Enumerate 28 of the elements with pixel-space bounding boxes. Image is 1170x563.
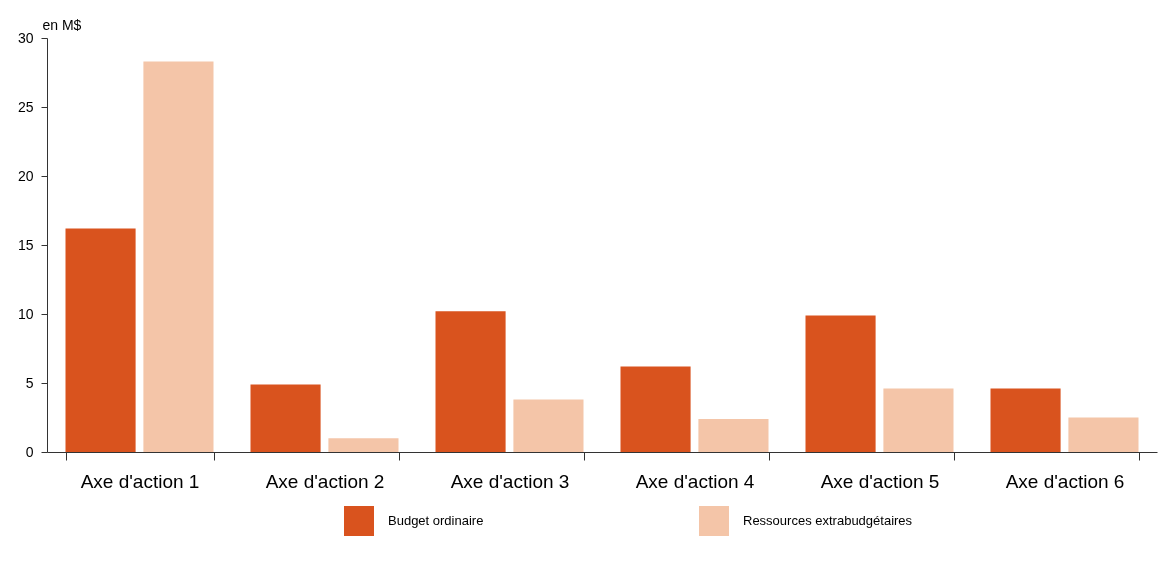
bar bbox=[513, 399, 584, 452]
y-axis-title: en M$ bbox=[42, 16, 82, 33]
bar bbox=[65, 228, 136, 452]
legend-label: Ressources extrabudgétaires bbox=[743, 513, 913, 528]
bar bbox=[883, 388, 954, 452]
bar bbox=[805, 315, 876, 452]
y-tick-label: 30 bbox=[17, 29, 34, 46]
y-tick-label: 20 bbox=[17, 167, 34, 184]
y-tick-label: 15 bbox=[17, 236, 34, 253]
bar bbox=[1068, 417, 1139, 452]
x-tick-label: Axe d'action 3 bbox=[450, 470, 570, 492]
bar bbox=[990, 388, 1061, 452]
x-tick-label: Axe d'action 5 bbox=[820, 470, 940, 492]
x-tick-label: Axe d'action 2 bbox=[265, 470, 385, 492]
bar bbox=[698, 418, 769, 452]
y-tick-label: 25 bbox=[17, 98, 34, 115]
bar bbox=[250, 384, 321, 452]
bar bbox=[143, 61, 214, 452]
legend-label: Budget ordinaire bbox=[388, 513, 484, 528]
x-tick-label: Axe d'action 6 bbox=[1005, 470, 1125, 492]
y-tick-label: 0 bbox=[25, 443, 34, 460]
x-tick-label: Axe d'action 1 bbox=[80, 470, 200, 492]
bar bbox=[435, 311, 506, 452]
bar bbox=[328, 438, 399, 452]
x-tick-label: Axe d'action 4 bbox=[635, 470, 755, 492]
y-tick-label: 10 bbox=[17, 305, 34, 322]
y-tick-label: 5 bbox=[25, 374, 34, 391]
bar bbox=[620, 366, 691, 452]
